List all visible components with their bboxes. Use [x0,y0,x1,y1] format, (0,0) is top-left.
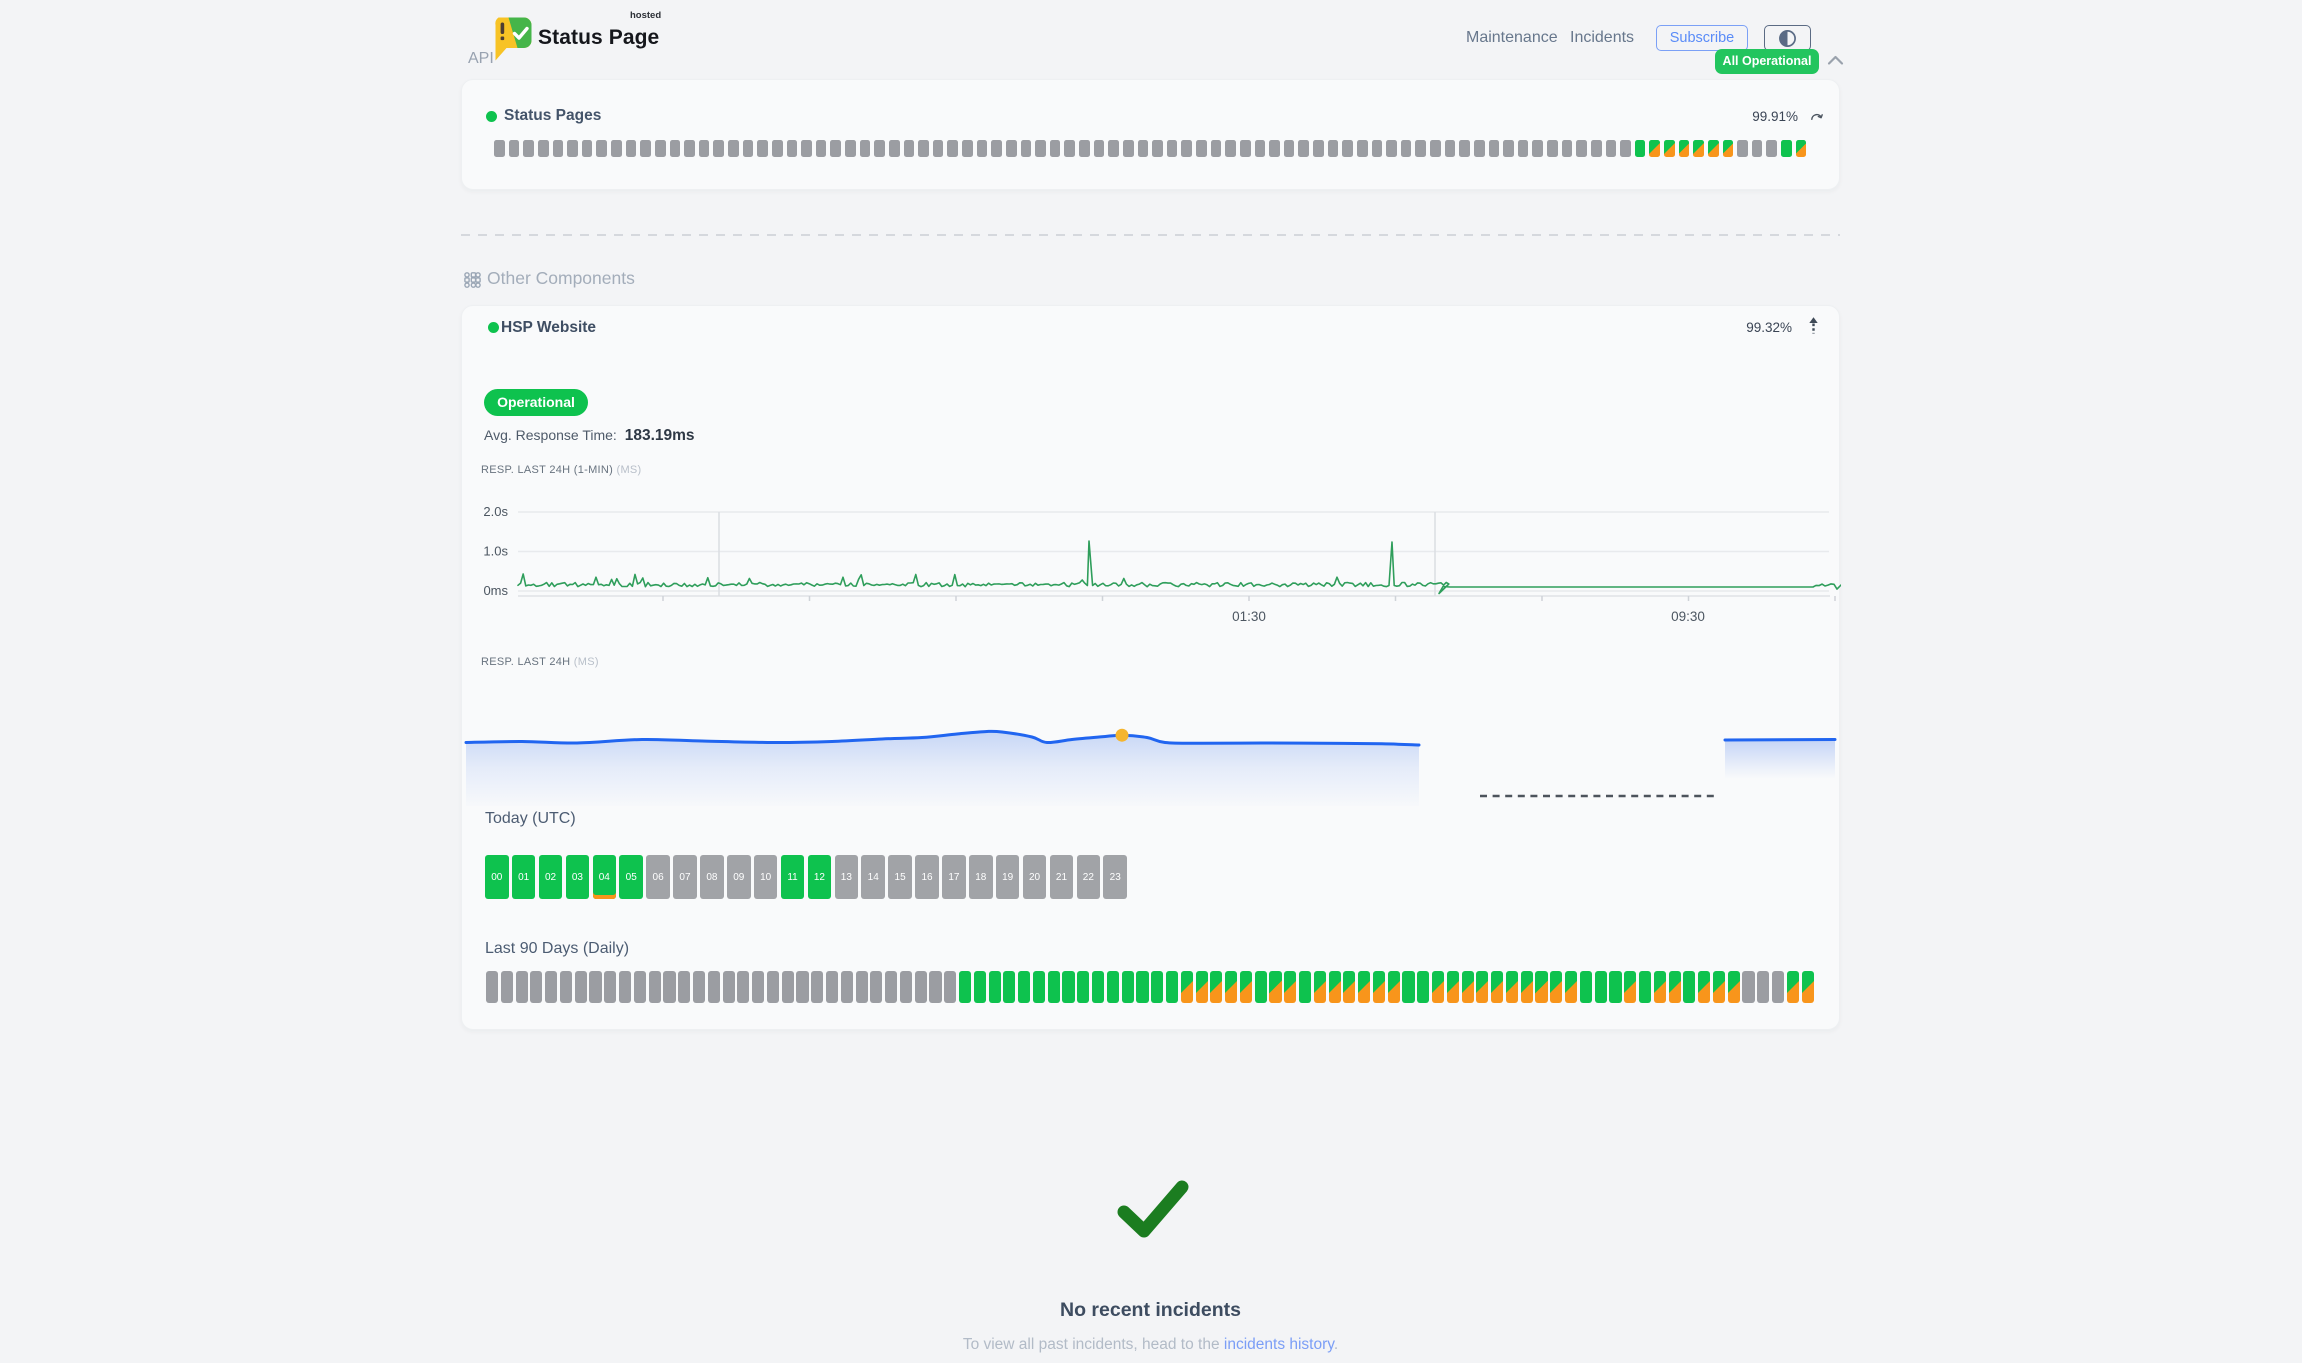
svg-text:09:30: 09:30 [1671,609,1705,624]
svg-text:01:30: 01:30 [1232,609,1266,624]
svg-text:0ms: 0ms [483,583,508,598]
svg-text:2.0s: 2.0s [483,504,508,519]
svg-text:1.0s: 1.0s [483,544,508,559]
